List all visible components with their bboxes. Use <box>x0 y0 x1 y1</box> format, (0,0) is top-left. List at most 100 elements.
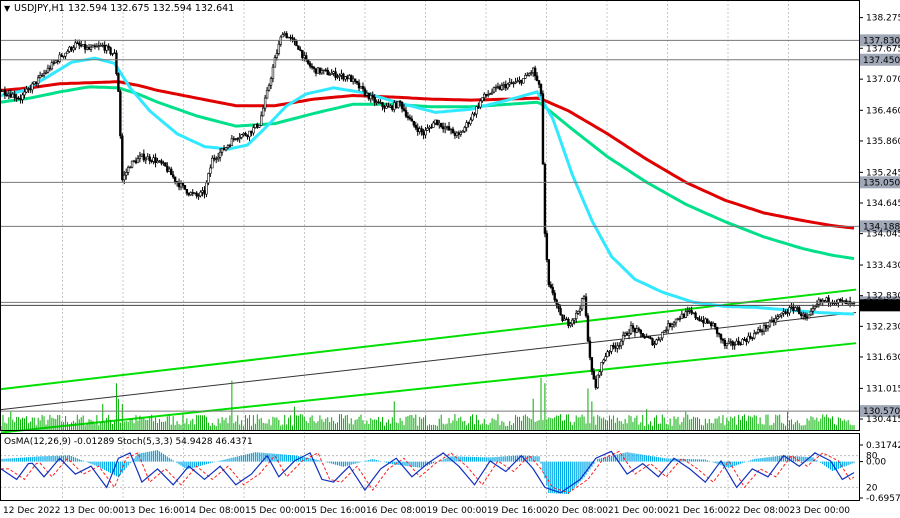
candle-body <box>776 316 779 319</box>
candle-body <box>314 68 318 74</box>
candle-body <box>197 195 200 197</box>
candle-body <box>377 101 380 104</box>
candle-body <box>749 335 752 339</box>
candle-body <box>690 310 693 314</box>
candle-body <box>195 192 198 197</box>
candle-body <box>469 119 472 125</box>
candle-body <box>166 165 169 172</box>
candle-body <box>168 168 171 172</box>
candle-body <box>359 86 363 89</box>
channel-upper-line <box>0 288 857 391</box>
candle-body <box>398 100 402 103</box>
y-tick-label: 130.415 <box>866 415 900 425</box>
candle-body <box>463 127 466 132</box>
candle-body <box>475 106 478 115</box>
candle-body <box>786 312 789 314</box>
candle-body <box>342 73 345 80</box>
price-level-tag <box>860 176 900 189</box>
candle-body <box>800 313 803 316</box>
candle-body <box>220 147 224 153</box>
candle-body <box>441 126 445 130</box>
candle-body <box>103 44 106 51</box>
y-tick-label: 136.460 <box>866 106 900 116</box>
candle-body <box>101 44 104 47</box>
candle-body <box>177 182 181 188</box>
candle-body <box>481 97 484 102</box>
candle-body <box>152 157 155 162</box>
candle-body <box>516 80 519 83</box>
candle-body <box>78 42 81 46</box>
candle-body <box>490 91 494 94</box>
candle-body <box>66 51 69 54</box>
candle-body <box>303 55 306 58</box>
y-tick-label: 135.860 <box>866 137 900 147</box>
candle-body <box>305 55 308 60</box>
candle-body <box>181 183 185 186</box>
candle-body <box>518 79 521 82</box>
candle-body <box>825 297 828 302</box>
stoch-signal-line <box>1 450 855 494</box>
candle-body <box>514 81 517 84</box>
candle-body <box>334 71 337 78</box>
candle-body <box>792 306 795 311</box>
candle-body <box>625 332 629 336</box>
candle-body <box>408 117 412 120</box>
candle-body <box>31 83 34 91</box>
candle-body <box>575 312 578 319</box>
stoch-level-label: 80 <box>866 452 878 462</box>
candle-body <box>297 45 300 50</box>
candle-body <box>218 151 222 158</box>
candle-body <box>44 71 48 74</box>
candle-body <box>561 314 564 321</box>
candle-body <box>308 63 312 67</box>
candle-body <box>158 160 161 162</box>
candle-body <box>737 340 740 345</box>
candle-body <box>520 79 523 84</box>
candle-body <box>449 128 453 131</box>
candle-body <box>322 69 326 72</box>
candle-body <box>81 44 85 47</box>
symbol-dropdown-icon[interactable]: ▼ <box>4 4 11 13</box>
candle-body <box>727 341 731 344</box>
current-price-label: 132.641 <box>863 301 900 311</box>
candle-body <box>772 319 776 323</box>
candle-body <box>486 94 490 96</box>
candle-body <box>678 318 682 320</box>
y-tick-label: 137.070 <box>866 75 900 85</box>
candle-body <box>676 318 680 320</box>
candle-body <box>156 160 159 164</box>
candle-body <box>788 307 791 314</box>
candle-body <box>580 298 584 310</box>
candle-body <box>657 339 660 341</box>
candle-body <box>530 72 533 74</box>
candle-body <box>85 47 89 50</box>
candle-body <box>391 105 394 110</box>
candle-body <box>344 76 347 80</box>
candle-body <box>541 93 545 165</box>
candle-body <box>696 317 699 320</box>
candle-body <box>494 86 498 89</box>
candle-body <box>451 128 455 134</box>
candle-body <box>649 337 652 339</box>
candle-body <box>269 78 273 86</box>
candle-body <box>537 80 541 85</box>
candle-body <box>651 338 654 346</box>
candle-body <box>414 124 417 129</box>
candle-body <box>260 115 263 126</box>
candle-body <box>739 343 742 346</box>
candle-body <box>213 157 216 160</box>
price-level-label: 137.450 <box>863 56 900 66</box>
candle-body <box>144 158 147 161</box>
candle-body <box>661 332 664 339</box>
candle-body <box>751 337 754 339</box>
candle-body <box>512 82 515 85</box>
main-pane-frame <box>0 0 860 431</box>
candle-body <box>602 359 605 363</box>
candle-body <box>682 313 686 318</box>
candle-body <box>393 102 396 110</box>
oscillator-pane-frame <box>0 433 860 501</box>
candle-body <box>422 131 425 136</box>
candle-body <box>811 308 815 312</box>
candle-body <box>618 345 621 347</box>
